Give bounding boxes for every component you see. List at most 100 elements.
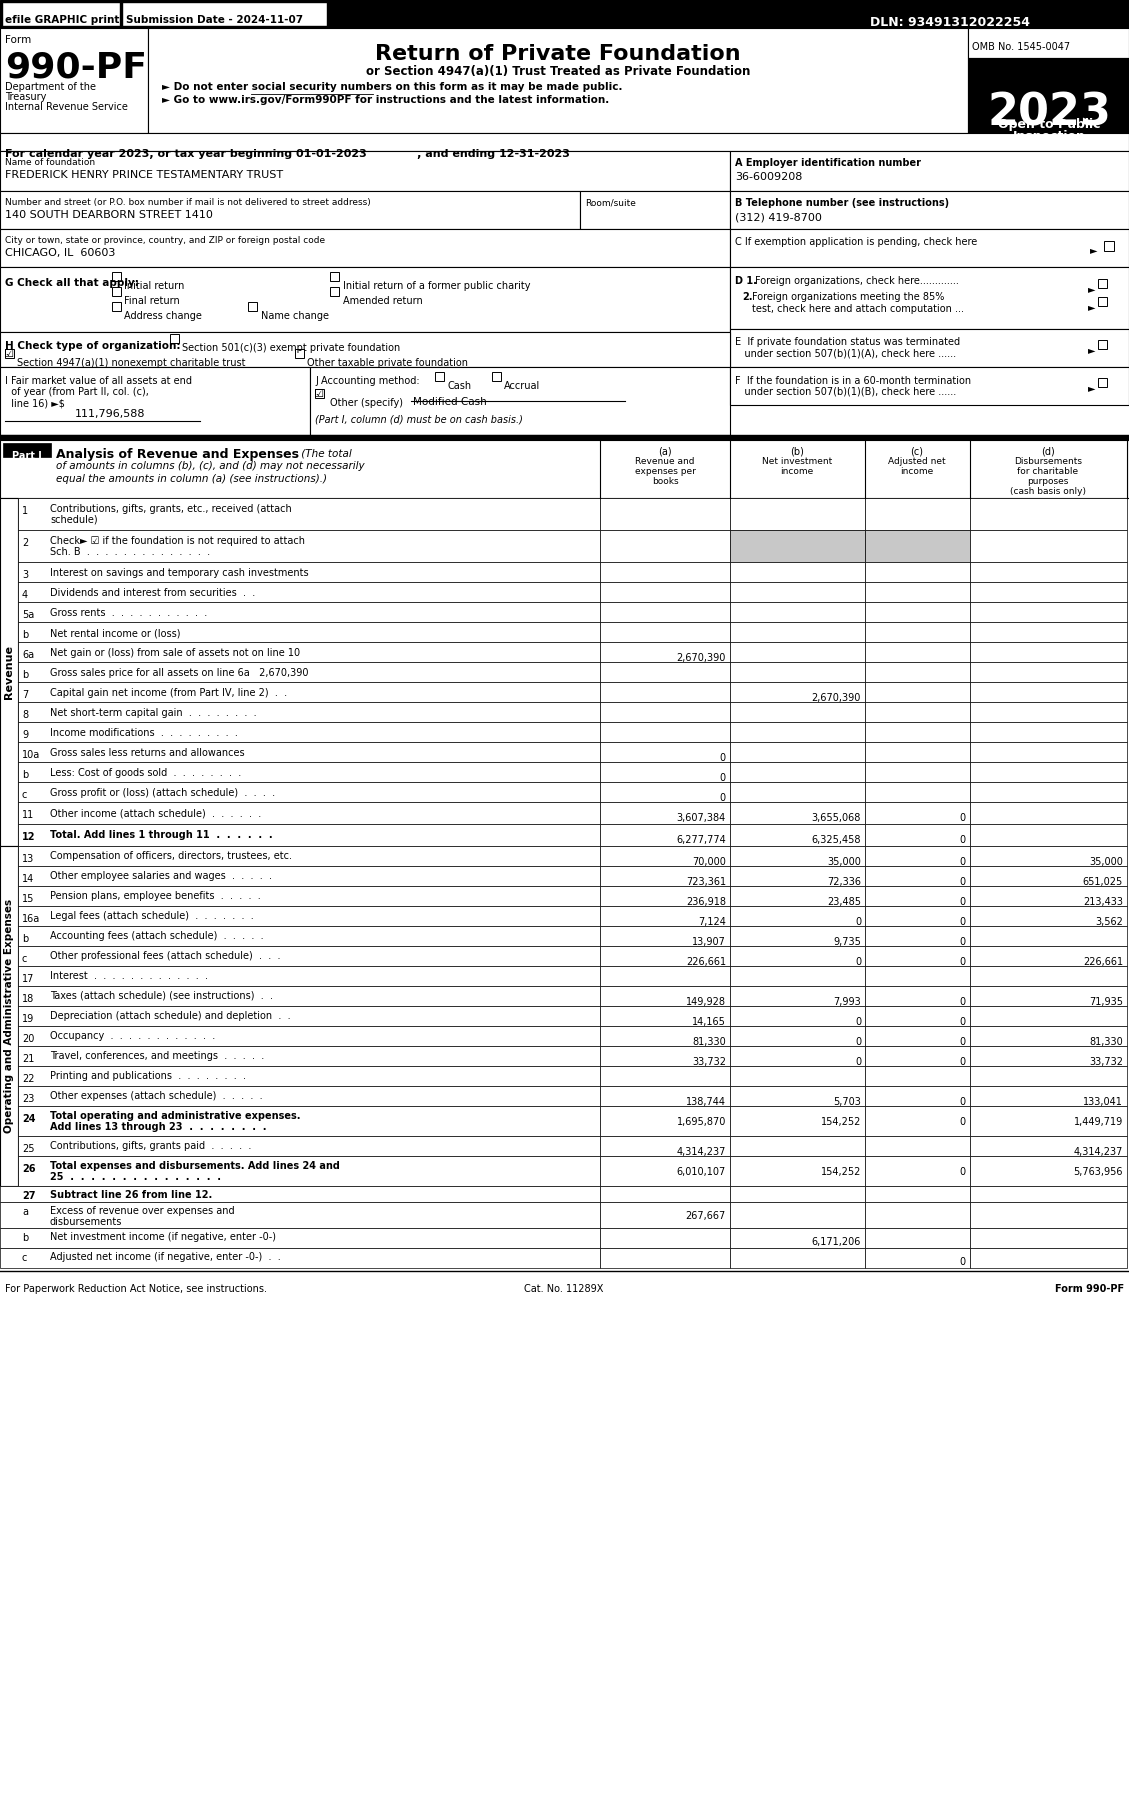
Text: Other taxable private foundation: Other taxable private foundation <box>307 358 469 369</box>
Bar <box>730 367 1129 405</box>
Text: Excess of revenue over expenses and: Excess of revenue over expenses and <box>50 1206 235 1215</box>
Text: I Fair market value of all assets at end: I Fair market value of all assets at end <box>5 376 192 387</box>
Text: 236,918: 236,918 <box>686 897 726 906</box>
Text: 27: 27 <box>21 1190 35 1201</box>
Text: 990-PF: 990-PF <box>5 50 147 85</box>
Text: 7,993: 7,993 <box>833 998 861 1007</box>
Bar <box>18 847 599 867</box>
Text: Adjusted net income (if negative, enter -0-)  .  .: Adjusted net income (if negative, enter … <box>50 1251 281 1262</box>
Text: 651,025: 651,025 <box>1083 877 1123 886</box>
Text: Interest on savings and temporary cash investments: Interest on savings and temporary cash i… <box>50 568 308 577</box>
Bar <box>970 867 1127 886</box>
Bar <box>865 985 970 1007</box>
Bar <box>2 2 120 25</box>
Bar <box>599 1027 730 1046</box>
Bar <box>970 622 1127 642</box>
Bar <box>0 1293 1129 1798</box>
Bar <box>18 583 599 602</box>
Text: FREDERICK HENRY PRINCE TESTAMENTARY TRUST: FREDERICK HENRY PRINCE TESTAMENTARY TRUS… <box>5 171 283 180</box>
Bar <box>730 1046 865 1066</box>
Text: Subtract line 26 from line 12.: Subtract line 26 from line 12. <box>50 1190 212 1199</box>
Text: (Part I, column (d) must be on cash basis.): (Part I, column (d) must be on cash basi… <box>315 414 523 424</box>
Bar <box>730 782 865 802</box>
Bar <box>0 1203 599 1228</box>
Bar <box>599 1136 730 1156</box>
Bar <box>112 302 121 311</box>
Text: Address change: Address change <box>124 311 202 322</box>
Text: 0: 0 <box>960 917 966 928</box>
Text: Form: Form <box>5 34 32 45</box>
Text: 3,607,384: 3,607,384 <box>676 813 726 823</box>
Bar <box>0 1248 599 1268</box>
Text: Name of foundation: Name of foundation <box>5 158 95 167</box>
Text: Treasury: Treasury <box>5 92 46 102</box>
Text: 19: 19 <box>21 1014 34 1025</box>
Text: 14,165: 14,165 <box>692 1018 726 1027</box>
Bar <box>170 334 180 343</box>
Text: Initial return of a former public charity: Initial return of a former public charit… <box>343 280 531 291</box>
Bar <box>865 966 970 985</box>
Text: ►: ► <box>1088 302 1095 313</box>
Text: 0: 0 <box>960 858 966 867</box>
Bar <box>730 966 865 985</box>
Bar <box>18 867 599 886</box>
Text: (312) 419-8700: (312) 419-8700 <box>735 212 822 221</box>
Bar <box>730 1136 865 1156</box>
Bar <box>599 823 730 847</box>
Text: 0: 0 <box>855 917 861 928</box>
Bar <box>730 906 865 926</box>
Bar <box>0 0 1129 29</box>
Text: 14: 14 <box>21 874 34 885</box>
Text: Total operating and administrative expenses.: Total operating and administrative expen… <box>50 1111 300 1120</box>
Text: 23,485: 23,485 <box>828 897 861 906</box>
Bar <box>599 1203 730 1228</box>
Bar <box>970 662 1127 681</box>
Bar <box>865 1203 970 1228</box>
Bar <box>970 1027 1127 1046</box>
Bar <box>970 723 1127 743</box>
Bar <box>599 946 730 966</box>
Text: Other professional fees (attach schedule)  .  .  .: Other professional fees (attach schedule… <box>50 951 280 960</box>
Text: 1,449,719: 1,449,719 <box>1074 1117 1123 1127</box>
Text: G Check all that apply:: G Check all that apply: <box>5 279 139 288</box>
Text: City or town, state or province, country, and ZIP or foreign postal code: City or town, state or province, country… <box>5 236 325 245</box>
Bar <box>599 602 730 622</box>
Bar <box>730 1203 865 1228</box>
Text: Operating and Administrative Expenses: Operating and Administrative Expenses <box>5 899 14 1133</box>
Bar <box>970 530 1127 563</box>
Text: 0: 0 <box>960 897 966 906</box>
Bar <box>18 530 599 563</box>
Text: 6,277,774: 6,277,774 <box>676 834 726 845</box>
Text: Section 4947(a)(1) nonexempt charitable trust: Section 4947(a)(1) nonexempt charitable … <box>17 358 245 369</box>
Bar <box>970 583 1127 602</box>
Text: 17: 17 <box>21 975 34 984</box>
Bar <box>248 302 257 311</box>
Bar <box>970 847 1127 867</box>
Text: 2,670,390: 2,670,390 <box>812 692 861 703</box>
Bar <box>730 886 865 906</box>
Text: 2,670,390: 2,670,390 <box>676 653 726 663</box>
Text: (a): (a) <box>658 446 672 457</box>
Bar <box>18 622 599 642</box>
Bar <box>18 802 599 823</box>
Bar <box>295 349 304 358</box>
Bar <box>730 1066 865 1086</box>
Bar <box>18 1066 599 1086</box>
Bar <box>0 367 310 435</box>
Bar <box>730 985 865 1007</box>
Bar <box>18 782 599 802</box>
Text: 6,010,107: 6,010,107 <box>676 1167 726 1178</box>
Text: 111,796,588: 111,796,588 <box>75 408 146 419</box>
Bar <box>865 602 970 622</box>
Bar <box>730 266 1129 329</box>
Bar <box>970 823 1127 847</box>
Bar <box>18 1106 599 1136</box>
Text: C If exemption application is pending, check here: C If exemption application is pending, c… <box>735 237 978 246</box>
Bar <box>970 1007 1127 1027</box>
Text: Contributions, gifts, grants paid  .  .  .  .  .: Contributions, gifts, grants paid . . . … <box>50 1142 252 1151</box>
Text: D 1.: D 1. <box>735 277 756 286</box>
Text: for charitable: for charitable <box>1017 467 1078 476</box>
Bar <box>3 442 51 457</box>
Text: Accounting fees (attach schedule)  .  .  .  .  .: Accounting fees (attach schedule) . . . … <box>50 931 264 940</box>
Text: Net short-term capital gain  .  .  .  .  .  .  .  .: Net short-term capital gain . . . . . . … <box>50 708 256 717</box>
